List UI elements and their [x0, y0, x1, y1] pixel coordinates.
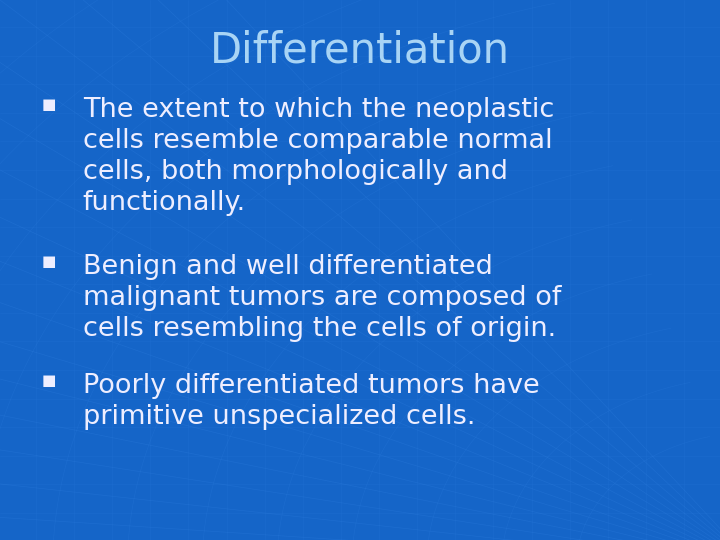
Text: ■: ■ — [42, 97, 56, 112]
Text: Benign and well differentiated
malignant tumors are composed of
cells resembling: Benign and well differentiated malignant… — [83, 254, 561, 342]
Text: The extent to which the neoplastic
cells resemble comparable normal
cells, both : The extent to which the neoplastic cells… — [83, 97, 554, 216]
Text: Differentiation: Differentiation — [210, 30, 510, 72]
Text: ■: ■ — [42, 373, 56, 388]
Text: Poorly differentiated tumors have
primitive unspecialized cells.: Poorly differentiated tumors have primit… — [83, 373, 539, 430]
Text: ■: ■ — [42, 254, 56, 269]
